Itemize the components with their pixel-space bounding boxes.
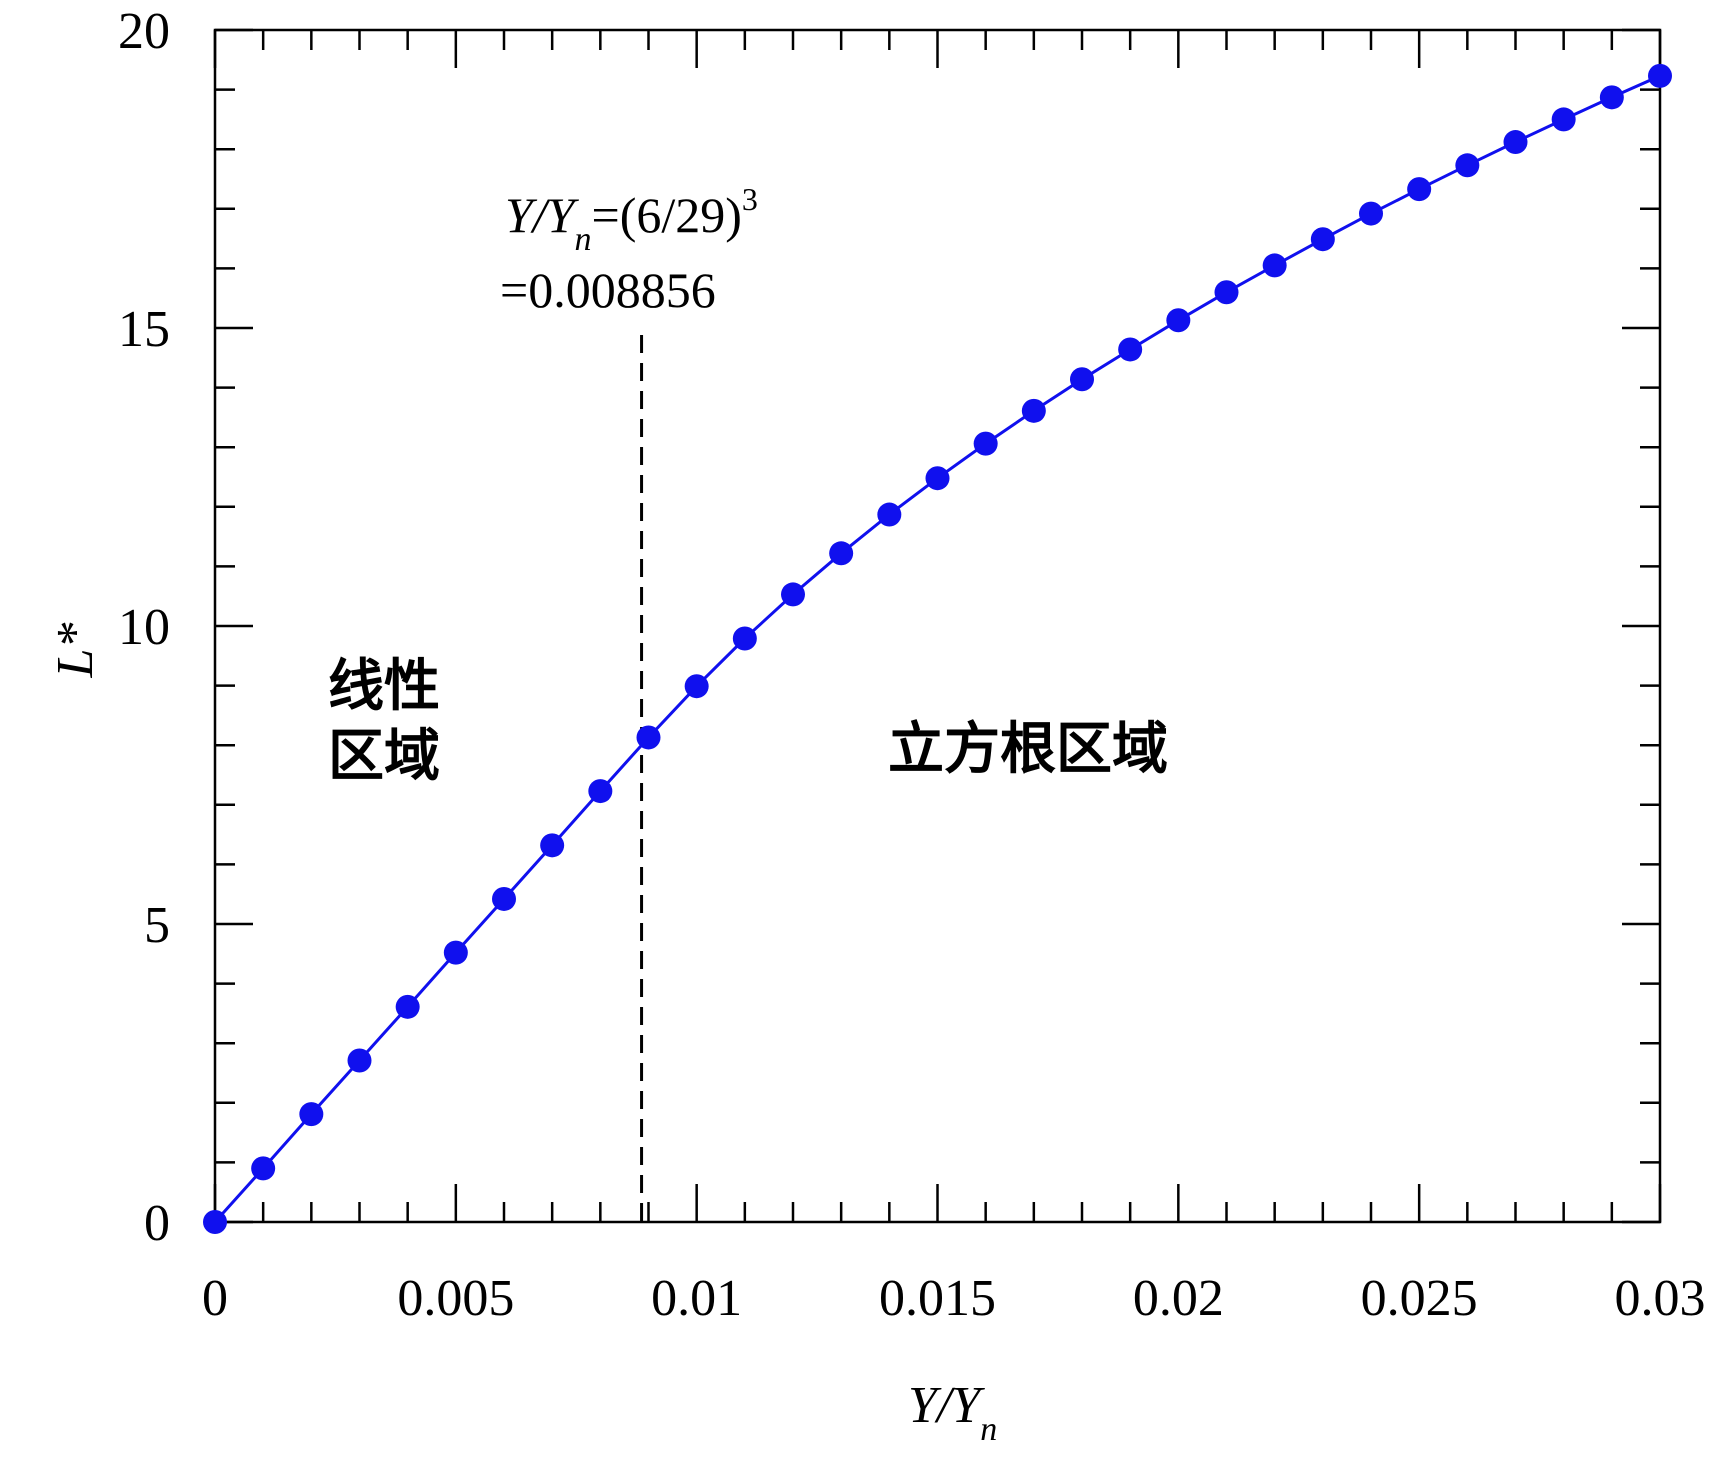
plot-frame [213, 28, 1662, 1224]
data-point [1214, 280, 1239, 305]
data-point [1551, 107, 1576, 132]
data-point [1166, 308, 1191, 333]
data-point [395, 994, 420, 1019]
x-tick-label: 0.005 [397, 1270, 514, 1327]
data-point [1599, 85, 1624, 110]
x-tick-label: 0 [202, 1270, 228, 1327]
data-point [1070, 367, 1094, 392]
x-tick-label: 0.03 [1615, 1270, 1706, 1327]
data-point [1021, 398, 1046, 423]
threshold-label-line1: Y/Yn=(6/29)3 [505, 181, 758, 258]
y-tick-label: 20 [118, 3, 170, 60]
data-point [1310, 227, 1335, 252]
data-point [1503, 130, 1528, 155]
y-tick-label: 10 [118, 599, 170, 656]
linear-region-label-line2: 区域 [328, 724, 440, 789]
data-point [781, 582, 805, 607]
linear-region-label-line1: 线性 [328, 654, 440, 719]
y-tick-label: 15 [118, 301, 170, 358]
threshold-label-line2: =0.008856 [500, 262, 716, 318]
data-point [877, 502, 902, 527]
x-tick-label: 0.025 [1361, 1270, 1478, 1327]
data-point [251, 1156, 276, 1181]
series-line [213, 74, 1661, 1224]
x-tick-label: 0.01 [651, 1270, 742, 1327]
data-point [925, 466, 950, 491]
data-point [684, 674, 709, 699]
data-point [732, 626, 757, 651]
data-point [203, 1210, 227, 1234]
x-tick-label: 0.02 [1133, 1270, 1224, 1327]
x-axis-title: Y/Yn [908, 1377, 997, 1448]
data-point [973, 431, 998, 456]
data-point [1118, 337, 1143, 362]
data-point [1262, 253, 1287, 278]
data-point [299, 1102, 324, 1127]
data-point [443, 940, 468, 965]
tick-labels: 0 0.005 0.01 0.015 0.02 0.025 0.03 0 5 10 15 20 [118, 3, 1706, 1327]
data-point [636, 725, 661, 750]
y-tick-label: 0 [144, 1195, 170, 1252]
data-point [1359, 201, 1383, 226]
axis-ticks [213, 28, 1662, 1224]
y-axis-title: L* [47, 623, 104, 679]
data-point [829, 541, 854, 566]
data-point [1407, 177, 1432, 202]
data-point [540, 833, 565, 858]
cube-root-region-label: 立方根区域 [888, 717, 1168, 782]
data-point [588, 779, 613, 804]
y-tick-label: 5 [144, 897, 170, 954]
data-point [347, 1048, 372, 1073]
data-point [1455, 153, 1480, 178]
x-tick-label: 0.015 [879, 1270, 996, 1327]
data-point [492, 886, 516, 911]
series-points [203, 63, 1672, 1234]
data-point [1648, 63, 1672, 88]
